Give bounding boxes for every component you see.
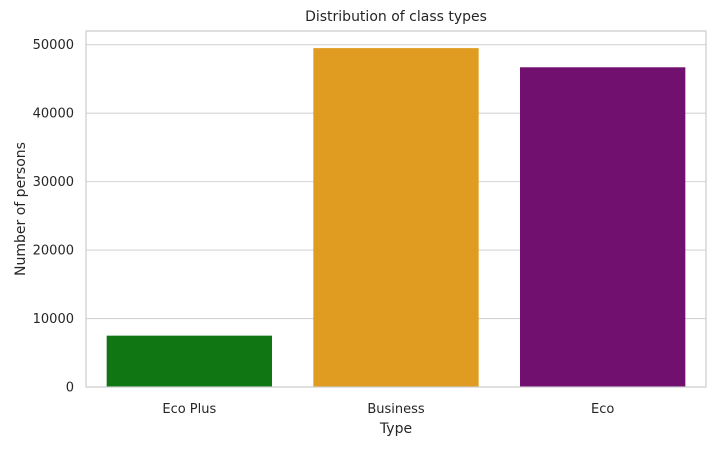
y-tick-label: 20000 [33,244,74,259]
bars [106,48,686,388]
x-axis-title: Type [379,421,412,437]
y-tick-label: 40000 [33,107,74,122]
x-tick-label: Business [367,402,425,417]
bar-eco-plus [106,335,273,387]
chart-title: Distribution of class types [305,9,487,25]
x-tick-labels: Eco Plus Business Eco [162,402,614,417]
y-tick-label: 0 [66,381,74,396]
x-tick-label: Eco [591,402,614,417]
y-tick-label: 30000 [33,175,74,190]
y-tick-labels: 0 10000 20000 30000 40000 50000 [33,38,74,395]
y-tick-label: 50000 [33,38,74,53]
y-axis-title: Number of persons [13,142,29,276]
bar-business [313,48,479,387]
bar-eco [520,67,686,388]
y-tick-label: 10000 [33,312,74,327]
plot-frame [85,30,707,388]
x-tick-label: Eco Plus [162,402,216,417]
